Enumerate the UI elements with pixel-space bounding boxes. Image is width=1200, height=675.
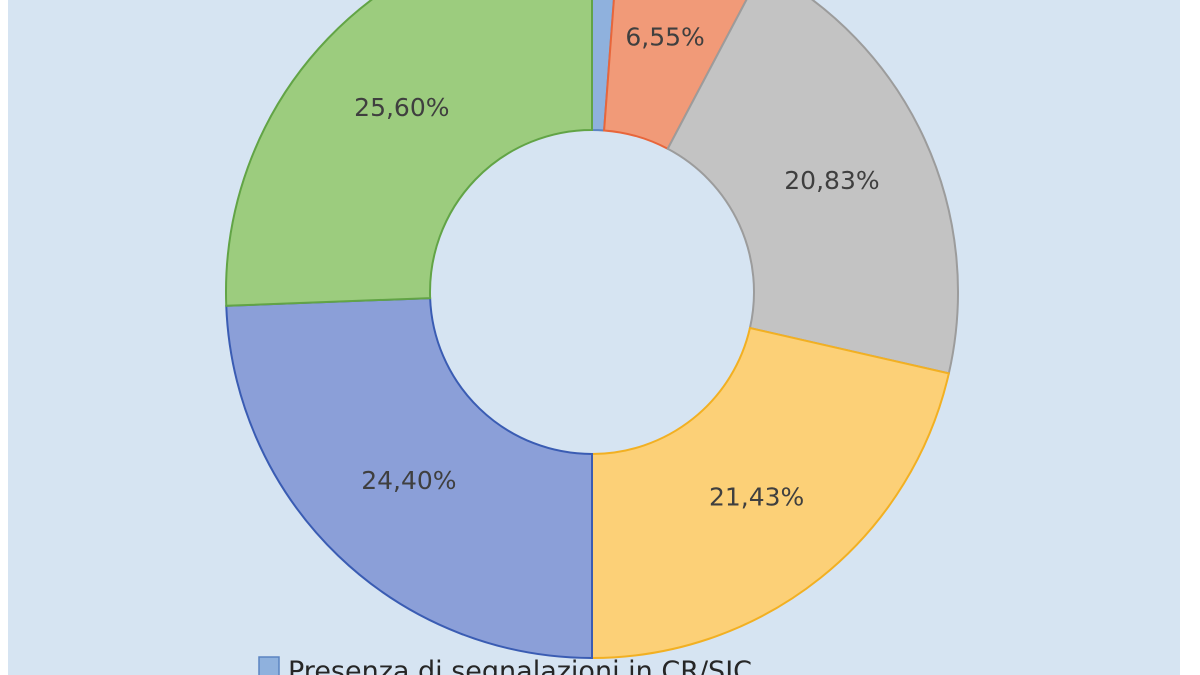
slice-value-label-5: 24,40%: [361, 466, 456, 495]
slice-value-label-4: 21,43%: [709, 482, 804, 511]
donut-slice-3: [666, 0, 959, 375]
labels-layer: 1,19%6,55%20,83%21,43%24,40%25,60%: [354, 22, 879, 511]
legend-label: Presenza di segnalazioni in CR/SIC: [288, 656, 752, 675]
slice-value-label-2: 6,55%: [625, 22, 704, 51]
slices-layer: [225, 0, 959, 660]
slice-value-label-3: 20,83%: [784, 166, 879, 195]
legend-swatch: [258, 656, 280, 675]
slice-value-label-6: 25,60%: [354, 93, 449, 122]
donut-slice-4: [591, 326, 951, 660]
donut-slice-6: [225, 0, 593, 307]
legend: Presenza di segnalazioni in CR/SIC: [258, 656, 752, 675]
donut-slice-5: [225, 297, 593, 660]
donut-slice-2: [603, 0, 748, 151]
